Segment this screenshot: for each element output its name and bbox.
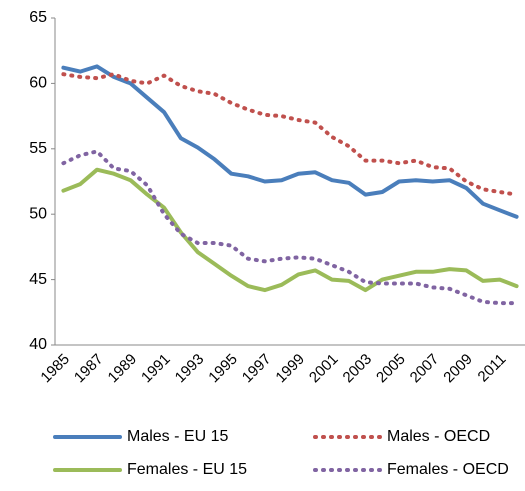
series-line (61, 72, 519, 197)
series-line (61, 149, 519, 306)
legend-label: Females - OECD (387, 461, 509, 478)
x-tick-label: 1987 (71, 351, 107, 387)
series-line (61, 167, 519, 293)
x-tick-label: 1995 (205, 351, 241, 387)
x-tick-label: 2009 (440, 351, 476, 387)
legend-label: Males - OECD (387, 428, 490, 445)
x-tick-label: 1985 (37, 351, 73, 387)
y-tick-label: 55 (29, 140, 47, 157)
y-tick-label: 65 (29, 9, 47, 26)
x-tick-label: 2007 (407, 351, 443, 387)
x-tick-label: 2001 (306, 351, 342, 387)
x-tick-label: 2011 (475, 351, 510, 386)
x-tick-label: 1989 (105, 351, 141, 387)
x-tick-label: 1999 (272, 351, 308, 387)
y-tick-label: 60 (29, 75, 47, 92)
series-line (61, 64, 519, 219)
x-tick-label: 2003 (340, 351, 376, 387)
legend-label: Males - EU 15 (127, 428, 228, 445)
y-tick-label: 45 (29, 271, 47, 288)
x-tick-label: 1997 (239, 351, 275, 387)
y-tick-label: 40 (29, 336, 47, 353)
x-tick-label: 2005 (373, 351, 409, 387)
legend-label: Females - EU 15 (127, 461, 247, 478)
x-tick-label: 1991 (138, 351, 174, 387)
x-tick-label: 1993 (172, 351, 208, 387)
y-tick-label: 50 (29, 205, 47, 222)
